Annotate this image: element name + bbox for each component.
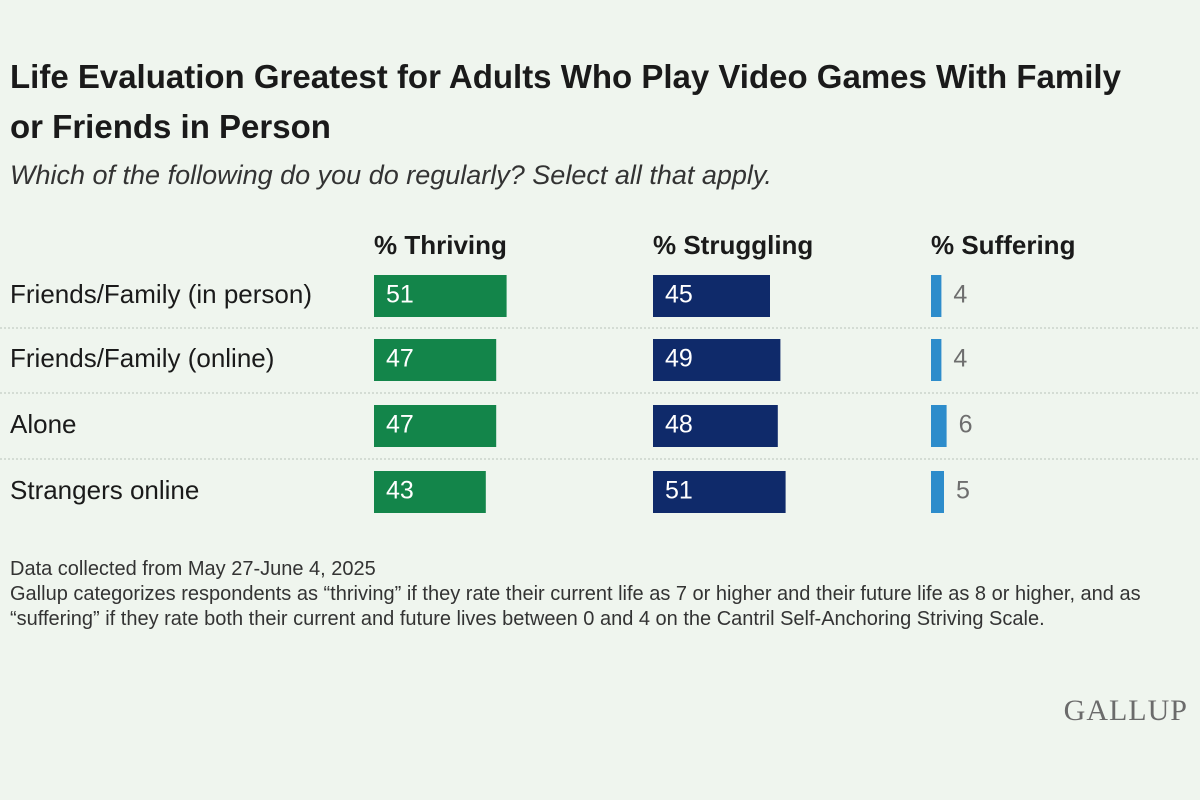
- note: Data collected from May 27-June 4, 2025: [10, 558, 376, 580]
- notes: Data collected from May 27-June 4, 2025 …: [10, 557, 1190, 632]
- category-label: Strangers online: [10, 475, 199, 505]
- logo: GALLUP: [1063, 694, 1188, 727]
- data-label: 47: [386, 411, 414, 439]
- bar: [374, 471, 486, 513]
- category-label: Alone: [10, 409, 77, 439]
- bar: [653, 339, 781, 381]
- data-label: 4: [953, 281, 967, 309]
- data-label: 48: [665, 411, 693, 439]
- bar: [374, 339, 497, 381]
- category-label: Friends/Family (online): [10, 343, 274, 373]
- bar: [653, 471, 786, 513]
- category-label: Friends/Family (in person): [10, 279, 312, 309]
- data-label: 51: [386, 281, 414, 309]
- bar: [931, 405, 947, 447]
- data-label: 4: [953, 345, 967, 373]
- bar: [931, 339, 942, 381]
- data-label: 47: [386, 345, 414, 373]
- bar: [374, 275, 507, 317]
- data-label: 6: [959, 411, 973, 439]
- chart-subtitle: Which of the following do you do regular…: [10, 160, 772, 190]
- data-label: 51: [665, 477, 693, 505]
- bar: [931, 275, 942, 317]
- bar: [653, 275, 770, 317]
- column-header: % Struggling: [653, 230, 813, 260]
- data-label: 49: [665, 345, 693, 373]
- bar: [931, 471, 944, 513]
- data-label: 45: [665, 281, 693, 309]
- column-header: % Suffering: [931, 230, 1075, 260]
- column-header: % Thriving: [374, 230, 507, 260]
- bar: [653, 405, 778, 447]
- bar: [374, 405, 497, 447]
- chart-title: Life Evaluation Greatest for Adults Who …: [10, 58, 1121, 145]
- note: Gallup categorizes respondents as “thriv…: [10, 583, 1141, 630]
- data-label: 5: [956, 477, 970, 505]
- data-label: 43: [386, 477, 414, 505]
